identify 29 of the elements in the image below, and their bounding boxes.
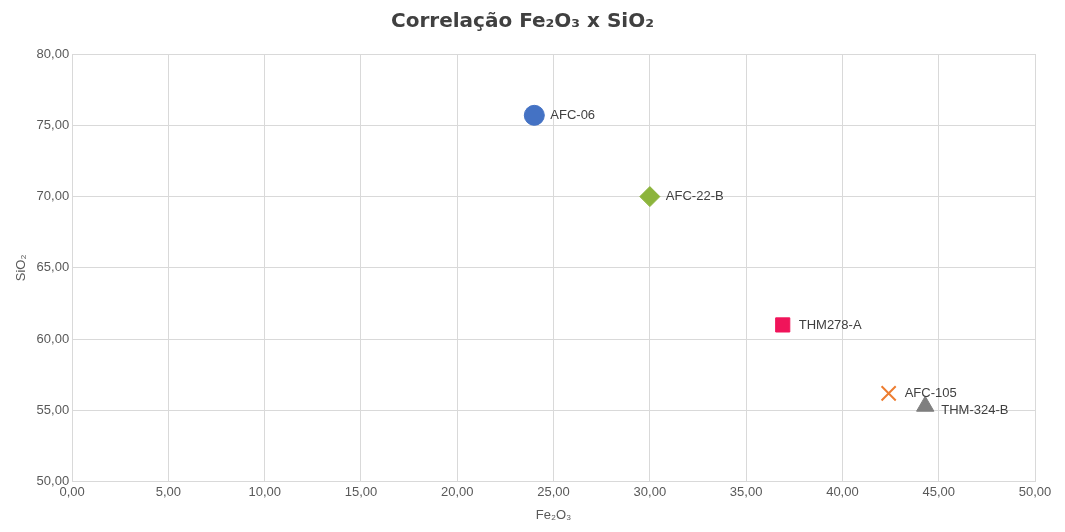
point bbox=[523, 104, 545, 126]
y-axis-title: SiO₂ bbox=[13, 254, 29, 282]
series-label: AFC-22-B bbox=[665, 188, 724, 204]
x-tick-label: 40,00 bbox=[826, 484, 859, 500]
x-tick-label: 15,00 bbox=[344, 484, 378, 500]
x-tick-label: 30,00 bbox=[633, 484, 667, 500]
y-tick-label: 70,00 bbox=[36, 188, 70, 204]
series-label: THM-324-B bbox=[941, 401, 1009, 417]
point bbox=[880, 385, 897, 402]
series-label: THM278-A bbox=[798, 316, 862, 332]
x-tick-label: 35,00 bbox=[729, 484, 763, 500]
x-tick-label: 50,00 bbox=[1018, 484, 1052, 500]
series-label: AFC-06 bbox=[550, 106, 596, 122]
point bbox=[775, 317, 791, 333]
y-tick-label: 60,00 bbox=[36, 330, 70, 346]
series-label: AFC-105 bbox=[904, 384, 957, 400]
x-tick-label: 25,00 bbox=[537, 484, 570, 500]
y-tick-label: 80,00 bbox=[36, 45, 70, 61]
x-tick-label: 5,00 bbox=[155, 484, 182, 500]
point bbox=[639, 186, 661, 208]
y-tick-label: 65,00 bbox=[36, 259, 70, 275]
y-tick-label: 55,00 bbox=[36, 402, 70, 418]
x-tick-label: 20,00 bbox=[441, 484, 474, 500]
x-axis-title: Fe₂O₃ bbox=[535, 506, 572, 522]
x-tick-label: 45,00 bbox=[922, 484, 955, 500]
x-tick-label: 10,00 bbox=[248, 484, 281, 500]
chart-title: Correlação Fe₂O₃ x SiO₂ bbox=[391, 8, 654, 33]
x-tick-label: 0,00 bbox=[59, 484, 85, 500]
y-tick-label: 75,00 bbox=[36, 116, 70, 132]
